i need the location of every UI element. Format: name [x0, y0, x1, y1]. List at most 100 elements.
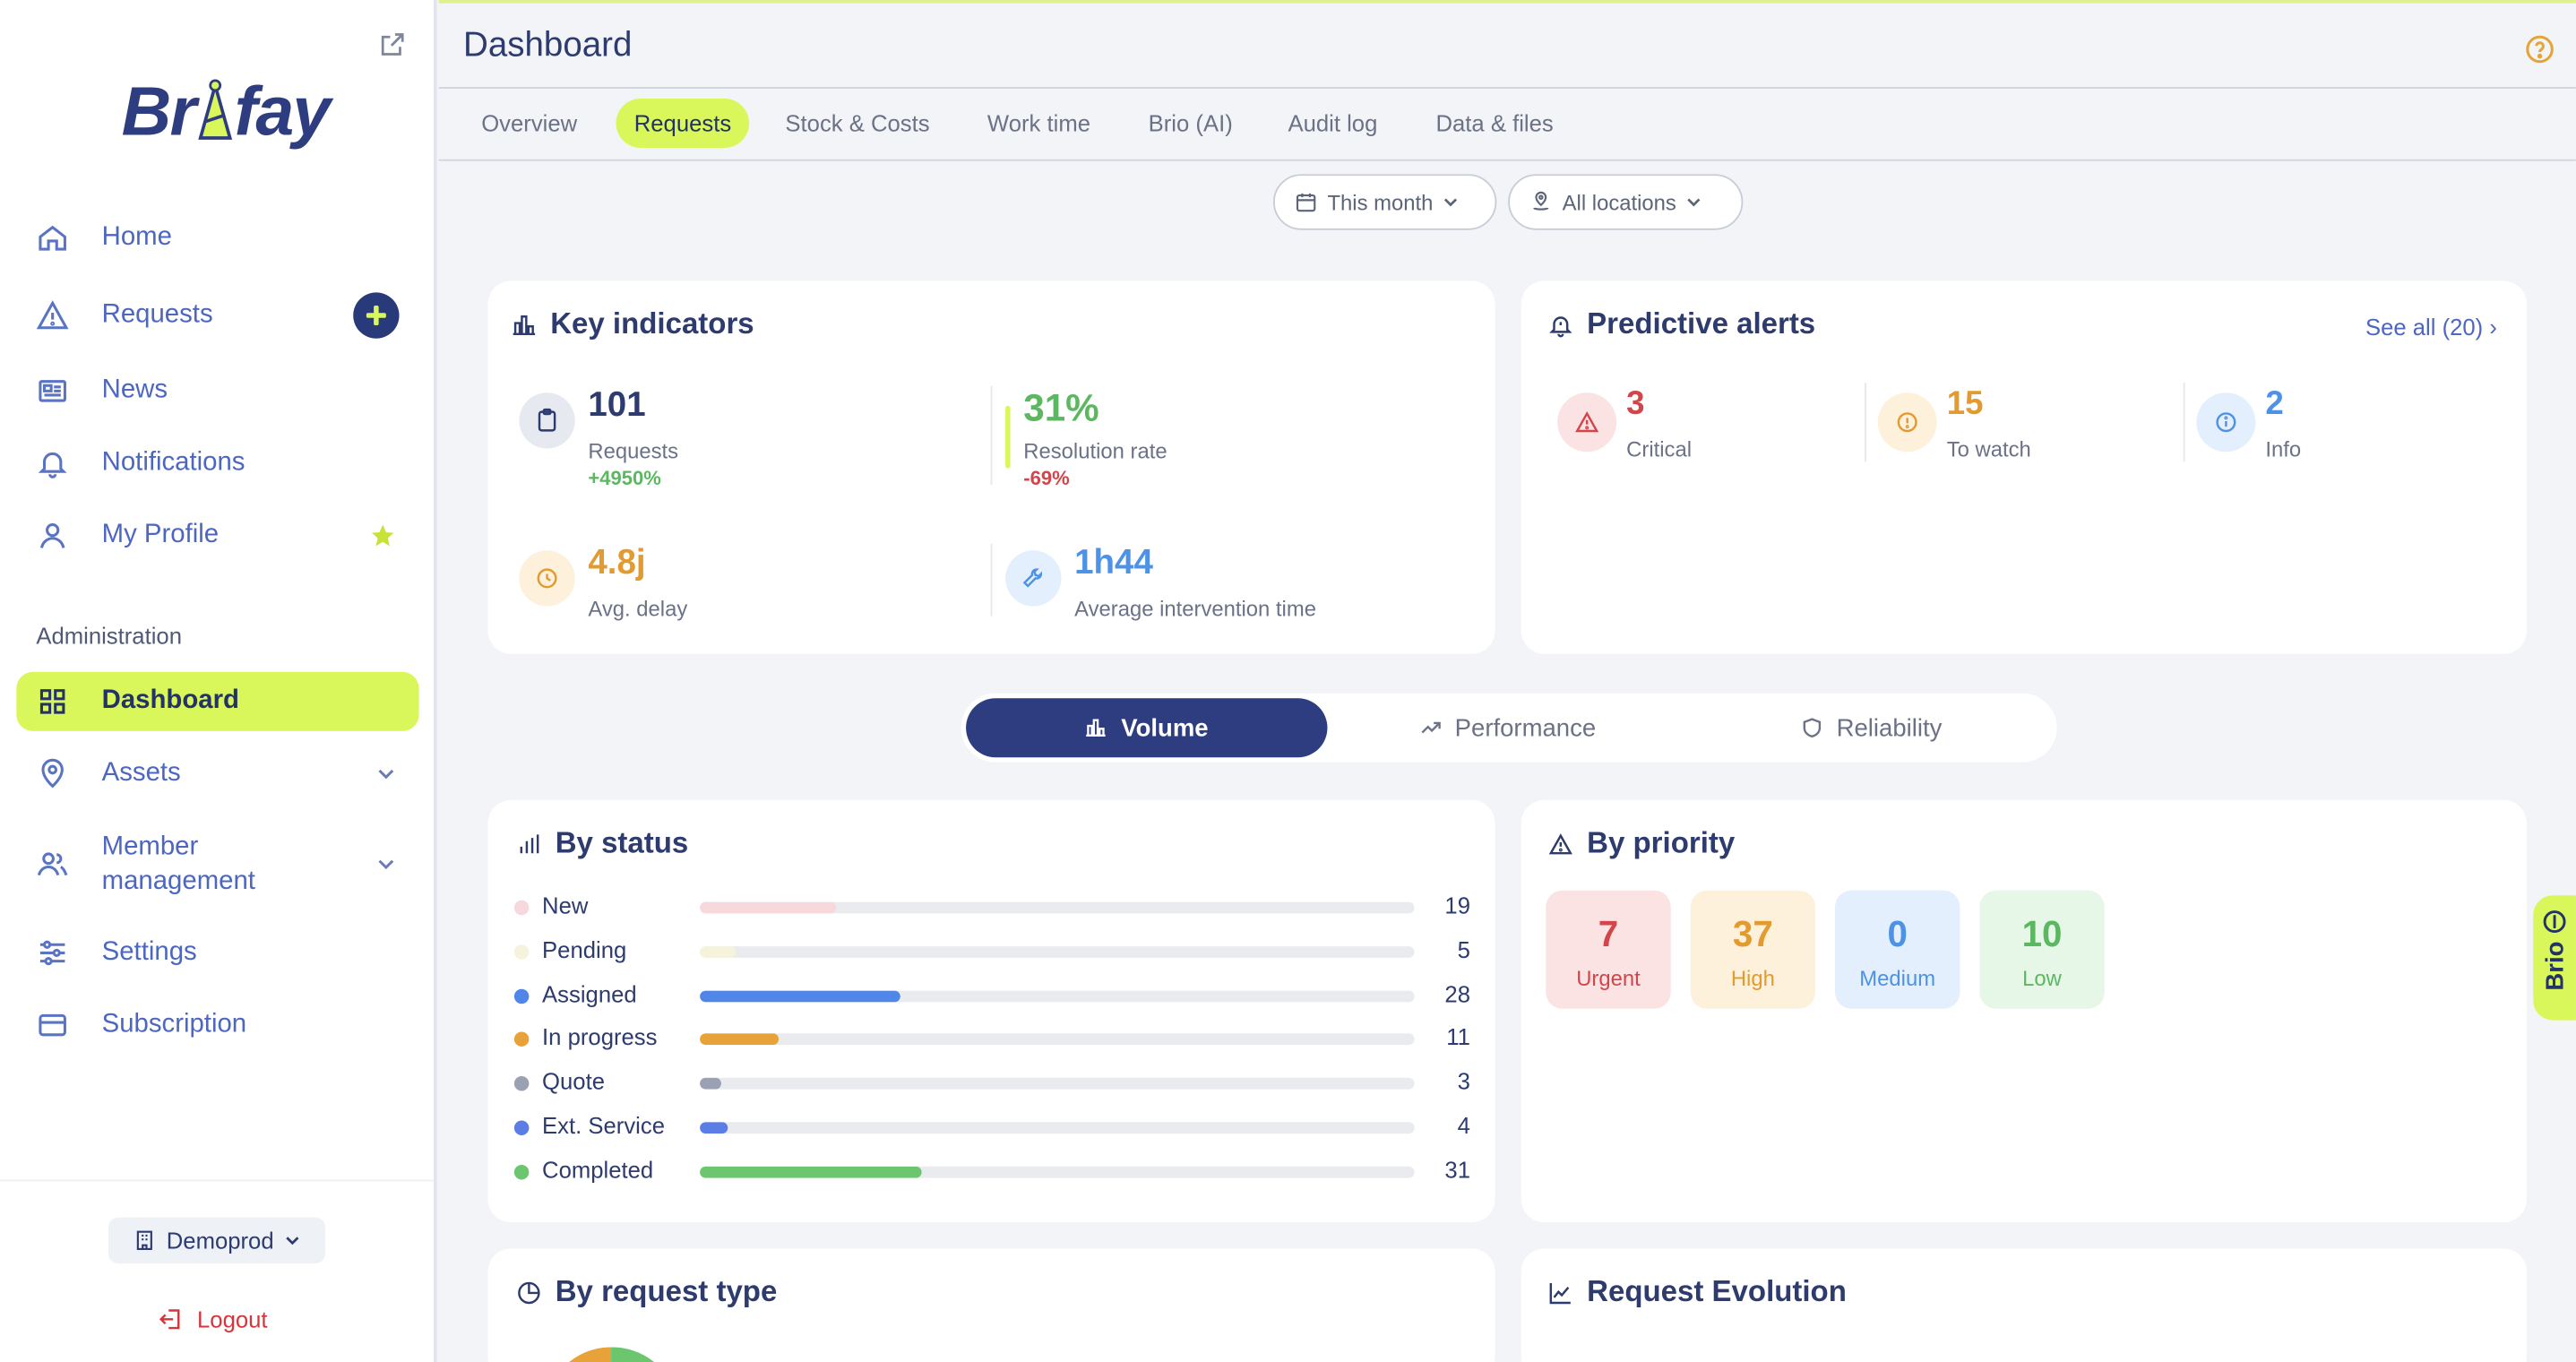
bar-chart-icon	[513, 315, 536, 335]
status-bar-track	[700, 1166, 1415, 1178]
status-label: Ext. Service	[542, 1112, 666, 1139]
tab-requests[interactable]: Requests	[616, 99, 750, 149]
add-request-button[interactable]	[353, 292, 400, 339]
kpi-value: 4.8j	[588, 543, 646, 582]
shield-icon	[1803, 718, 1821, 738]
priority-label: Low	[2022, 966, 2062, 991]
kpi-divider	[990, 543, 993, 616]
bar-chart-icon	[1087, 719, 1107, 737]
status-row: New 19	[513, 892, 1470, 922]
sidebar-item-member-management[interactable]: Member management	[16, 826, 418, 901]
priority-low[interactable]: 10 Low	[1979, 890, 2105, 1009]
sidebar-item-subscription[interactable]: Subscription	[16, 996, 418, 1055]
brio-icon	[2543, 910, 2566, 934]
chevron-down-icon	[1444, 198, 1458, 207]
tab-work-time[interactable]: Work time	[986, 109, 1090, 137]
reliability-tab[interactable]: Reliability	[1691, 698, 2052, 757]
period-filter-label: This month	[1327, 189, 1434, 215]
kpi-icon	[1005, 550, 1062, 607]
calendar-icon	[1296, 193, 1316, 212]
tab-data-files[interactable]: Data & files	[1435, 109, 1554, 137]
sidebar-item-label: Dashboard	[101, 686, 239, 715]
status-label: Completed	[542, 1156, 654, 1183]
sidebar-item-home[interactable]: Home	[16, 209, 418, 268]
status-bar-fill	[700, 945, 736, 958]
sidebar-item-news[interactable]: News	[16, 361, 418, 420]
priority-value: 37	[1732, 913, 1773, 955]
sidebar-item-my-profile[interactable]: My Profile	[16, 506, 418, 565]
logout-button[interactable]: Logout	[158, 1306, 268, 1332]
tab-stock-costs[interactable]: Stock & Costs	[785, 109, 930, 137]
kpi-accent-bar	[1005, 405, 1011, 469]
chevron-right-icon: ›	[2489, 314, 2497, 340]
status-row: Ext. Service 4	[513, 1112, 1470, 1142]
priority-value: 0	[1887, 913, 1908, 955]
open-external-icon[interactable]	[378, 30, 408, 59]
priority-value: 10	[2021, 913, 2063, 955]
chevron-down-icon[interactable]	[376, 764, 396, 784]
plus-icon	[366, 306, 386, 326]
kpi-label: Resolution rate	[1023, 438, 1167, 464]
chevron-down-icon[interactable]	[376, 854, 396, 874]
priority-urgent[interactable]: 7 Urgent	[1546, 890, 1671, 1009]
users-icon	[37, 852, 68, 876]
alert-value: 2	[2265, 385, 2284, 423]
status-bar-fill	[700, 901, 836, 914]
sidebar-item-settings[interactable]: Settings	[16, 923, 418, 982]
alert-label: Critical	[1626, 436, 1693, 462]
status-dot	[513, 1164, 530, 1180]
alert-label: To watch	[1946, 436, 2031, 462]
period-filter[interactable]: This month	[1272, 174, 1497, 230]
member-label-line1: Member	[101, 832, 199, 861]
brio-assistant-tab[interactable]: Brio	[2533, 895, 2576, 1021]
help-icon[interactable]	[2523, 33, 2556, 66]
logout-icon	[159, 1309, 180, 1330]
volume-tab[interactable]: Volume	[966, 698, 1328, 758]
building-icon	[137, 1230, 153, 1250]
organization-selector[interactable]: Demoprod	[108, 1217, 326, 1263]
priority-medium[interactable]: 0 Medium	[1835, 890, 1960, 1009]
brifay-logo[interactable]: Br fay	[121, 72, 332, 150]
organization-name: Demoprod	[166, 1227, 274, 1254]
location-filter[interactable]: All locations	[1508, 174, 1744, 230]
reliability-label: Reliability	[1836, 713, 1943, 742]
user-icon	[39, 522, 65, 548]
tab-brio-ai[interactable]: Brio (AI)	[1148, 109, 1233, 137]
sidebar-item-dashboard[interactable]: Dashboard	[16, 671, 419, 731]
status-row: Quote 3	[513, 1068, 1470, 1098]
see-all-alerts-link[interactable]: See all (20) ›	[2365, 314, 2497, 340]
logout-label: Logout	[197, 1306, 268, 1332]
card-title: By request type	[516, 1275, 777, 1310]
tab-overview[interactable]: Overview	[481, 109, 578, 137]
status-bar-fill	[700, 1166, 922, 1178]
pie-slice	[611, 1347, 654, 1362]
sidebar-footer: Demoprod Logout	[0, 1179, 435, 1362]
sidebar-item-label: News	[101, 375, 168, 405]
location-filter-label: All locations	[1562, 189, 1676, 215]
kpi-value: 31%	[1023, 385, 1099, 429]
status-bar-fill	[700, 989, 900, 1002]
status-count: 31	[1444, 1156, 1470, 1183]
location-pin-icon	[41, 758, 64, 789]
status-bar-track	[700, 989, 1415, 1002]
tab-audit-log[interactable]: Audit log	[1288, 109, 1378, 137]
warning-triangle-icon	[36, 300, 69, 330]
sidebar-item-requests[interactable]: Requests	[16, 286, 418, 345]
performance-tab[interactable]: Performance	[1331, 698, 1684, 757]
clipboard-icon	[538, 408, 556, 432]
sidebar-item-notifications[interactable]: Notifications	[16, 434, 418, 493]
status-bar-track	[700, 945, 1415, 958]
status-count: 19	[1444, 892, 1470, 918]
key-indicators-card: Key indicators 101 Requests +4950% 31% R…	[487, 280, 1495, 654]
chevron-down-icon	[285, 1237, 298, 1246]
card-title: By priority	[1547, 826, 1735, 861]
dashboard-tabs: Overview Requests Stock & Costs Work tim…	[438, 90, 2576, 161]
warning-triangle-icon	[1548, 832, 1572, 854]
status-bar-track	[700, 1122, 1415, 1134]
sidebar-item-assets[interactable]: Assets	[16, 745, 418, 804]
star-icon[interactable]	[370, 522, 396, 548]
priority-high[interactable]: 37 High	[1690, 890, 1816, 1009]
by-request-type-card: By request type	[487, 1248, 1495, 1362]
exclamation-circle-icon	[1897, 412, 1917, 433]
sidebar-item-label: Notifications	[101, 448, 246, 477]
